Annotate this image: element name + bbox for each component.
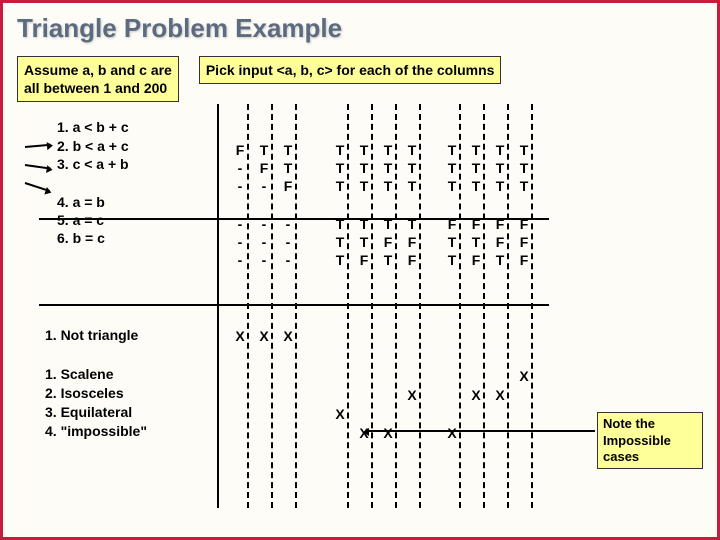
cell: F xyxy=(513,252,535,268)
cell: F xyxy=(465,216,487,232)
cell: T xyxy=(353,178,375,194)
cell: T xyxy=(353,160,375,176)
cell: F xyxy=(353,252,375,268)
action-row: 1. Not triangle xyxy=(45,326,147,345)
cond-row: 6. b = c xyxy=(57,229,129,247)
cell: - xyxy=(253,178,275,194)
cell: F xyxy=(377,234,399,250)
cell: X xyxy=(441,425,463,441)
cell: T xyxy=(441,160,463,176)
cell: T xyxy=(489,178,511,194)
conditions: 1. a < b + c2. b < a + c3. c < a + b 4. a… xyxy=(57,118,129,267)
action-row: 2. Isosceles xyxy=(45,384,147,403)
cell: F xyxy=(513,234,535,250)
cond-row: 3. c < a + b xyxy=(57,155,129,173)
cell: X xyxy=(277,328,299,344)
cell: F xyxy=(513,216,535,232)
cell: - xyxy=(229,160,251,176)
cell: T xyxy=(353,216,375,232)
arrow-0 xyxy=(25,144,51,148)
cell: - xyxy=(229,178,251,194)
cell: T xyxy=(513,178,535,194)
cell: - xyxy=(277,216,299,232)
cond-row: 2. b < a + c xyxy=(57,137,129,155)
cell: T xyxy=(465,142,487,158)
note-box: Note theImpossible cases xyxy=(597,412,703,469)
cell: T xyxy=(353,234,375,250)
cell: T xyxy=(329,234,351,250)
cell: F xyxy=(401,252,423,268)
impossible-arrow xyxy=(369,430,595,432)
cell: T xyxy=(441,234,463,250)
cell: T xyxy=(329,178,351,194)
cell: F xyxy=(441,216,463,232)
assume-box: Assume a, b and c areall between 1 and 2… xyxy=(17,56,179,102)
cell: T xyxy=(465,160,487,176)
cell: T xyxy=(377,160,399,176)
action-row: 1. Scalene xyxy=(45,365,147,384)
cell: T xyxy=(253,142,275,158)
cell: F xyxy=(489,216,511,232)
cell: X xyxy=(329,406,351,422)
cell: X xyxy=(513,368,535,384)
cell: - xyxy=(253,216,275,232)
action-row: 4. "impossible" xyxy=(45,422,147,441)
cell: - xyxy=(253,252,275,268)
cell: F xyxy=(489,234,511,250)
cell: T xyxy=(329,142,351,158)
cell: X xyxy=(253,328,275,344)
cond-row: 1. a < b + c xyxy=(57,118,129,136)
cond-row: 4. a = b xyxy=(57,193,129,211)
cell: T xyxy=(329,160,351,176)
cell: - xyxy=(229,216,251,232)
cell: F xyxy=(277,178,299,194)
cell: F xyxy=(229,142,251,158)
cell: T xyxy=(277,160,299,176)
cell: T xyxy=(489,142,511,158)
cond-row: 5. a = c xyxy=(57,211,129,229)
cell: - xyxy=(277,234,299,250)
cell: T xyxy=(465,234,487,250)
cell: X xyxy=(489,387,511,403)
slide-title: Triangle Problem Example xyxy=(17,13,703,44)
action-row: 3. Equilateral xyxy=(45,403,147,422)
cell: X xyxy=(229,328,251,344)
cell: T xyxy=(441,178,463,194)
cell: T xyxy=(377,178,399,194)
cell: T xyxy=(377,142,399,158)
cell: T xyxy=(329,216,351,232)
cell: - xyxy=(229,234,251,250)
cell: T xyxy=(401,160,423,176)
cell: T xyxy=(401,178,423,194)
cell: T xyxy=(513,142,535,158)
cell: T xyxy=(465,178,487,194)
arrow-2 xyxy=(25,182,50,192)
hline-2 xyxy=(39,304,549,306)
cell: X xyxy=(401,387,423,403)
cell: T xyxy=(277,142,299,158)
cell: T xyxy=(441,142,463,158)
cell: T xyxy=(489,252,511,268)
cell: - xyxy=(253,234,275,250)
cell: T xyxy=(513,160,535,176)
cell: T xyxy=(441,252,463,268)
cell: T xyxy=(401,142,423,158)
vline-main xyxy=(217,104,219,508)
cell: F xyxy=(401,234,423,250)
cell: T xyxy=(377,252,399,268)
actions: 1. Not triangle 1. Scalene2. Isosceles3. … xyxy=(45,326,147,440)
cell: T xyxy=(489,160,511,176)
pick-box: Pick input <a, b, c> for each of the col… xyxy=(199,56,502,84)
cell: T xyxy=(401,216,423,232)
cell: T xyxy=(329,252,351,268)
cell: F xyxy=(253,160,275,176)
cell: X xyxy=(465,387,487,403)
cell: - xyxy=(229,252,251,268)
cell: T xyxy=(377,216,399,232)
cell: F xyxy=(465,252,487,268)
cell: X xyxy=(377,425,399,441)
cell: T xyxy=(353,142,375,158)
cell: - xyxy=(277,252,299,268)
arrow-1 xyxy=(25,164,51,170)
